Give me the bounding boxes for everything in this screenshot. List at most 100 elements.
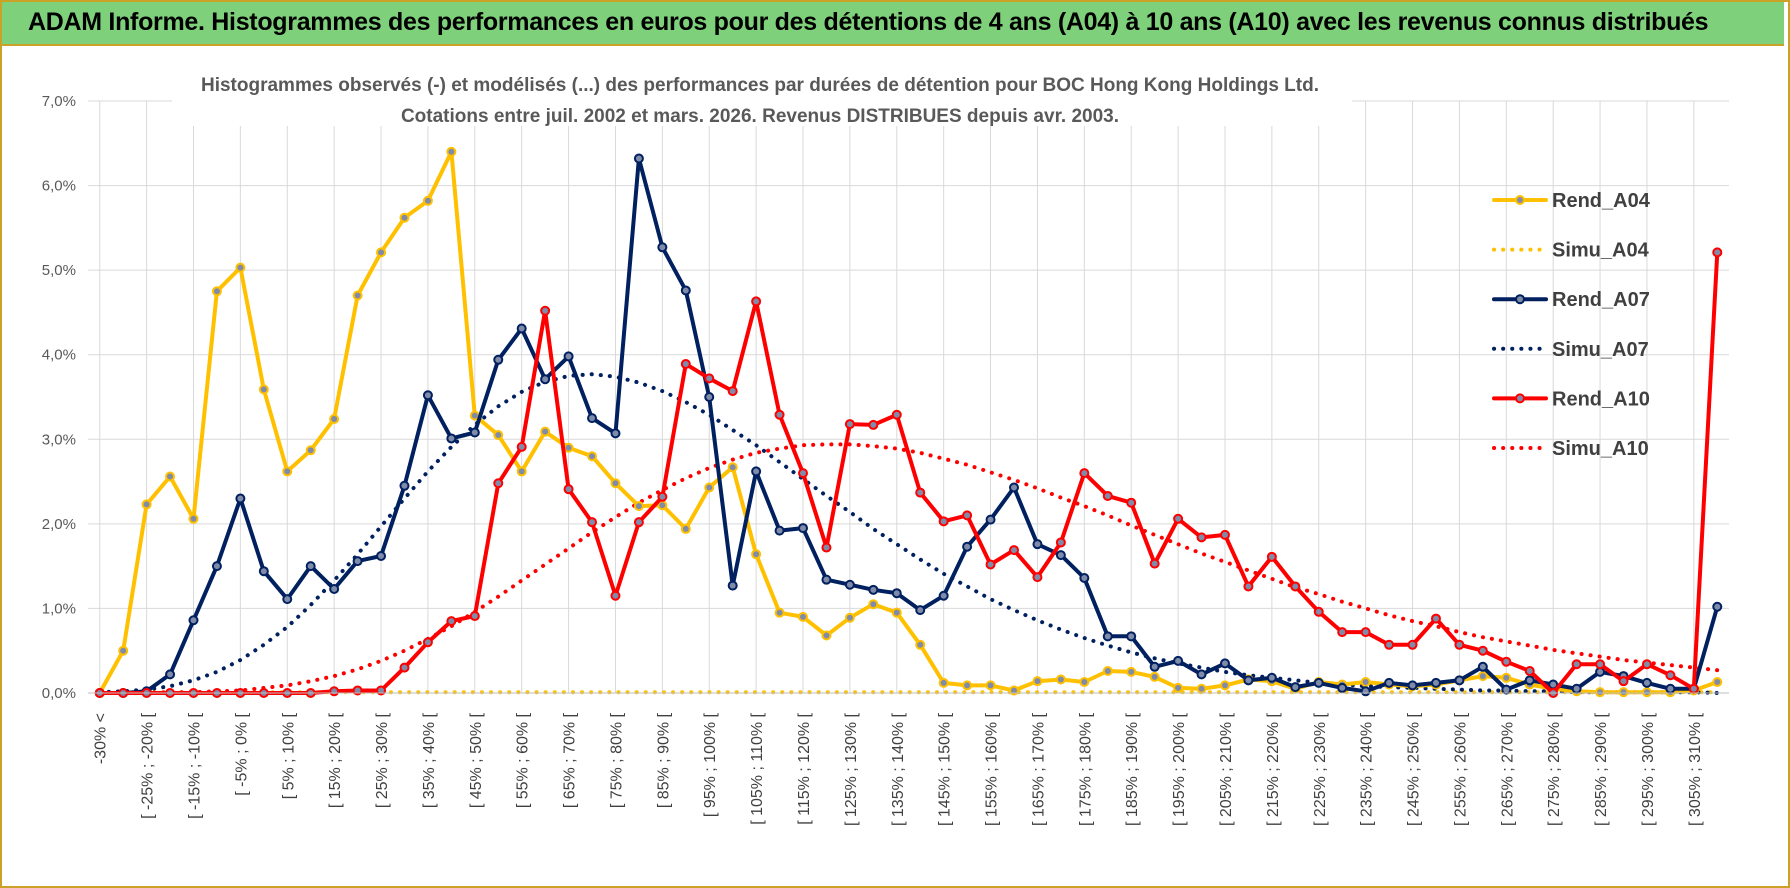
x-tick-label: [ 55% ; 60% [ <box>515 712 532 808</box>
data-point <box>1665 670 1676 681</box>
x-tick-label: [ 245% ; 250% [ <box>1406 712 1423 826</box>
data-point <box>1055 550 1066 561</box>
x-tick-label: [ 35% ; 40% [ <box>421 712 438 808</box>
x-tick-label: -30% < <box>93 713 110 764</box>
data-point <box>1032 572 1043 583</box>
data-point <box>1618 676 1629 687</box>
x-tick-label: [ 305% ; 310% [ <box>1687 712 1704 826</box>
legend-marker <box>1515 294 1525 305</box>
data-point <box>329 583 340 594</box>
data-point <box>1524 666 1535 677</box>
data-point <box>1313 606 1324 617</box>
data-point <box>1008 545 1019 556</box>
data-point <box>516 441 527 452</box>
header-banner: ADAM Informe. Histogrammes des performan… <box>2 2 1784 46</box>
x-tick-label: [ 95% ; 100% [ <box>702 712 719 817</box>
data-point <box>1243 675 1254 686</box>
data-point <box>633 517 644 528</box>
data-point <box>235 493 246 504</box>
data-point <box>774 525 785 536</box>
x-tick-label: [ 15% ; 20% [ <box>327 712 344 808</box>
data-point <box>798 611 809 622</box>
data-point <box>915 639 926 650</box>
x-tick-label: [ 295% ; 300% [ <box>1640 712 1657 826</box>
data-point <box>774 607 785 618</box>
data-point <box>1173 655 1184 666</box>
data-point <box>610 428 621 439</box>
data-point <box>493 354 504 365</box>
data-point <box>1055 537 1066 548</box>
data-point <box>1290 581 1301 592</box>
x-tick-label: [ -5% ; 0% [ <box>233 712 250 795</box>
y-tick-label: 4,0% <box>42 347 76 364</box>
data-point <box>422 637 433 648</box>
data-point <box>657 242 668 253</box>
data-point <box>540 426 551 437</box>
data-point <box>1290 682 1301 693</box>
data-point <box>258 384 269 395</box>
x-tick-label: [ 75% ; 80% [ <box>608 712 625 808</box>
data-point <box>915 487 926 498</box>
data-point <box>633 501 644 512</box>
data-point <box>751 296 762 307</box>
data-point <box>727 386 738 397</box>
data-point <box>1384 639 1395 650</box>
data-point <box>1384 677 1395 688</box>
data-point <box>633 153 644 164</box>
data-point <box>165 471 176 482</box>
data-point <box>1032 539 1043 550</box>
data-point <box>399 662 410 673</box>
data-point <box>727 580 738 591</box>
data-point <box>1196 532 1207 543</box>
data-point <box>1266 551 1277 562</box>
data-point <box>657 491 668 502</box>
x-tick-label: [ 105% ; 110% [ <box>749 712 766 824</box>
data-point <box>1407 680 1418 691</box>
data-point <box>587 451 598 462</box>
data-point <box>868 599 879 610</box>
x-tick-label: [ 185% ; 190% [ <box>1124 712 1141 826</box>
data-point <box>962 541 973 552</box>
data-point <box>985 680 996 691</box>
data-point <box>1712 677 1723 688</box>
data-point <box>985 559 996 570</box>
legend-label: Rend_A10 <box>1552 388 1650 410</box>
data-point <box>1407 639 1418 650</box>
data-point <box>188 513 199 524</box>
data-point <box>1219 529 1230 540</box>
data-point <box>305 561 316 572</box>
data-point <box>352 556 363 567</box>
data-point <box>868 419 879 430</box>
data-point <box>540 374 551 385</box>
legend-marker <box>1515 195 1525 205</box>
x-tick-label: [ 175% ; 180% [ <box>1077 712 1094 826</box>
chart-grid <box>88 100 1729 694</box>
data-point <box>1712 247 1723 258</box>
data-point <box>1360 627 1371 638</box>
data-point <box>1454 675 1465 686</box>
data-point <box>1219 658 1230 669</box>
data-point <box>821 542 832 553</box>
data-point <box>1712 601 1723 612</box>
data-point <box>1008 685 1019 696</box>
data-point <box>1008 482 1019 493</box>
x-tick-label: [ 235% ; 240% [ <box>1359 712 1376 826</box>
data-point <box>727 462 738 473</box>
data-point <box>821 574 832 585</box>
data-point <box>1571 683 1582 694</box>
data-point <box>1173 682 1184 693</box>
series-line-rend-a07 <box>97 156 1720 695</box>
x-tick-label: [ 195% ; 200% [ <box>1171 712 1188 826</box>
data-point <box>422 195 433 206</box>
data-point <box>141 499 152 510</box>
data-point <box>1501 656 1512 667</box>
x-tick-label: [ 115% ; 120% [ <box>796 712 813 824</box>
data-point <box>798 523 809 534</box>
data-point <box>211 286 222 297</box>
data-point <box>610 590 621 601</box>
data-point <box>1102 490 1113 501</box>
legend-marker <box>1515 393 1525 404</box>
data-point <box>235 262 246 273</box>
line-chart: 0,0% 1,0% 2,0% 3,0% 4,0% 5,0% 6,0% 7,0% -30% < [ … <box>42 58 1729 826</box>
data-point <box>1595 659 1606 670</box>
